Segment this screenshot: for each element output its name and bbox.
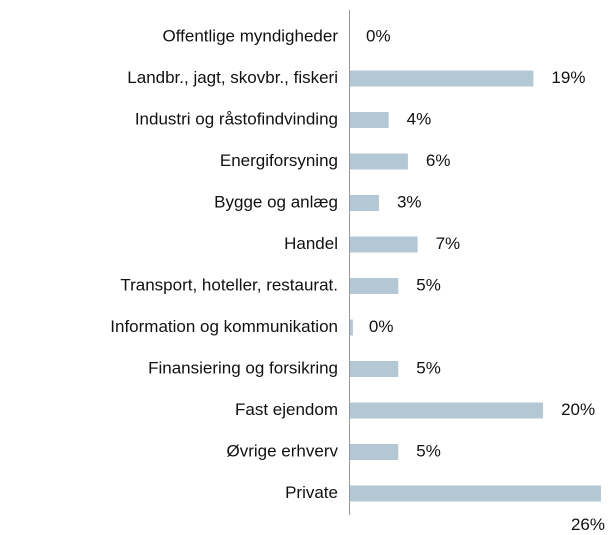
value-label: 0%	[369, 317, 394, 336]
bar	[350, 444, 399, 460]
category-label: Industri og råstofindvinding	[135, 109, 338, 128]
value-label: 19%	[551, 68, 585, 87]
category-label: Landbr., jagt, skovbr., fiskeri	[127, 68, 338, 87]
value-label: 3%	[397, 192, 422, 211]
category-label: Finansiering og forsikring	[148, 358, 338, 377]
value-label: 5%	[416, 358, 441, 377]
category-label: Offentlige myndigheder	[163, 26, 339, 45]
value-label: 5%	[416, 441, 441, 460]
bar	[350, 402, 544, 419]
value-label: 7%	[436, 234, 461, 253]
value-label: 4%	[407, 109, 432, 128]
value-label: 20%	[561, 400, 595, 419]
bar	[350, 112, 389, 128]
category-label: Handel	[284, 234, 338, 253]
category-label: Private	[285, 483, 338, 502]
bar	[350, 278, 399, 294]
bar	[350, 70, 534, 87]
bar	[350, 153, 408, 170]
bar	[350, 361, 399, 377]
value-label: 0%	[366, 26, 391, 45]
category-label: Energiforsyning	[220, 151, 338, 170]
value-label: 26%	[571, 515, 605, 534]
category-label: Information og kommunikation	[110, 317, 338, 336]
value-label: 6%	[426, 151, 451, 170]
category-label: Øvrige erhverv	[227, 441, 339, 460]
bar	[350, 236, 418, 253]
bar	[350, 485, 601, 502]
category-label: Bygge og anlæg	[214, 192, 338, 211]
bar	[350, 319, 353, 336]
category-label: Transport, hoteller, restaurat.	[120, 275, 338, 294]
category-label: Fast ejendom	[235, 400, 338, 419]
value-label: 5%	[416, 275, 441, 294]
bar	[350, 195, 379, 211]
